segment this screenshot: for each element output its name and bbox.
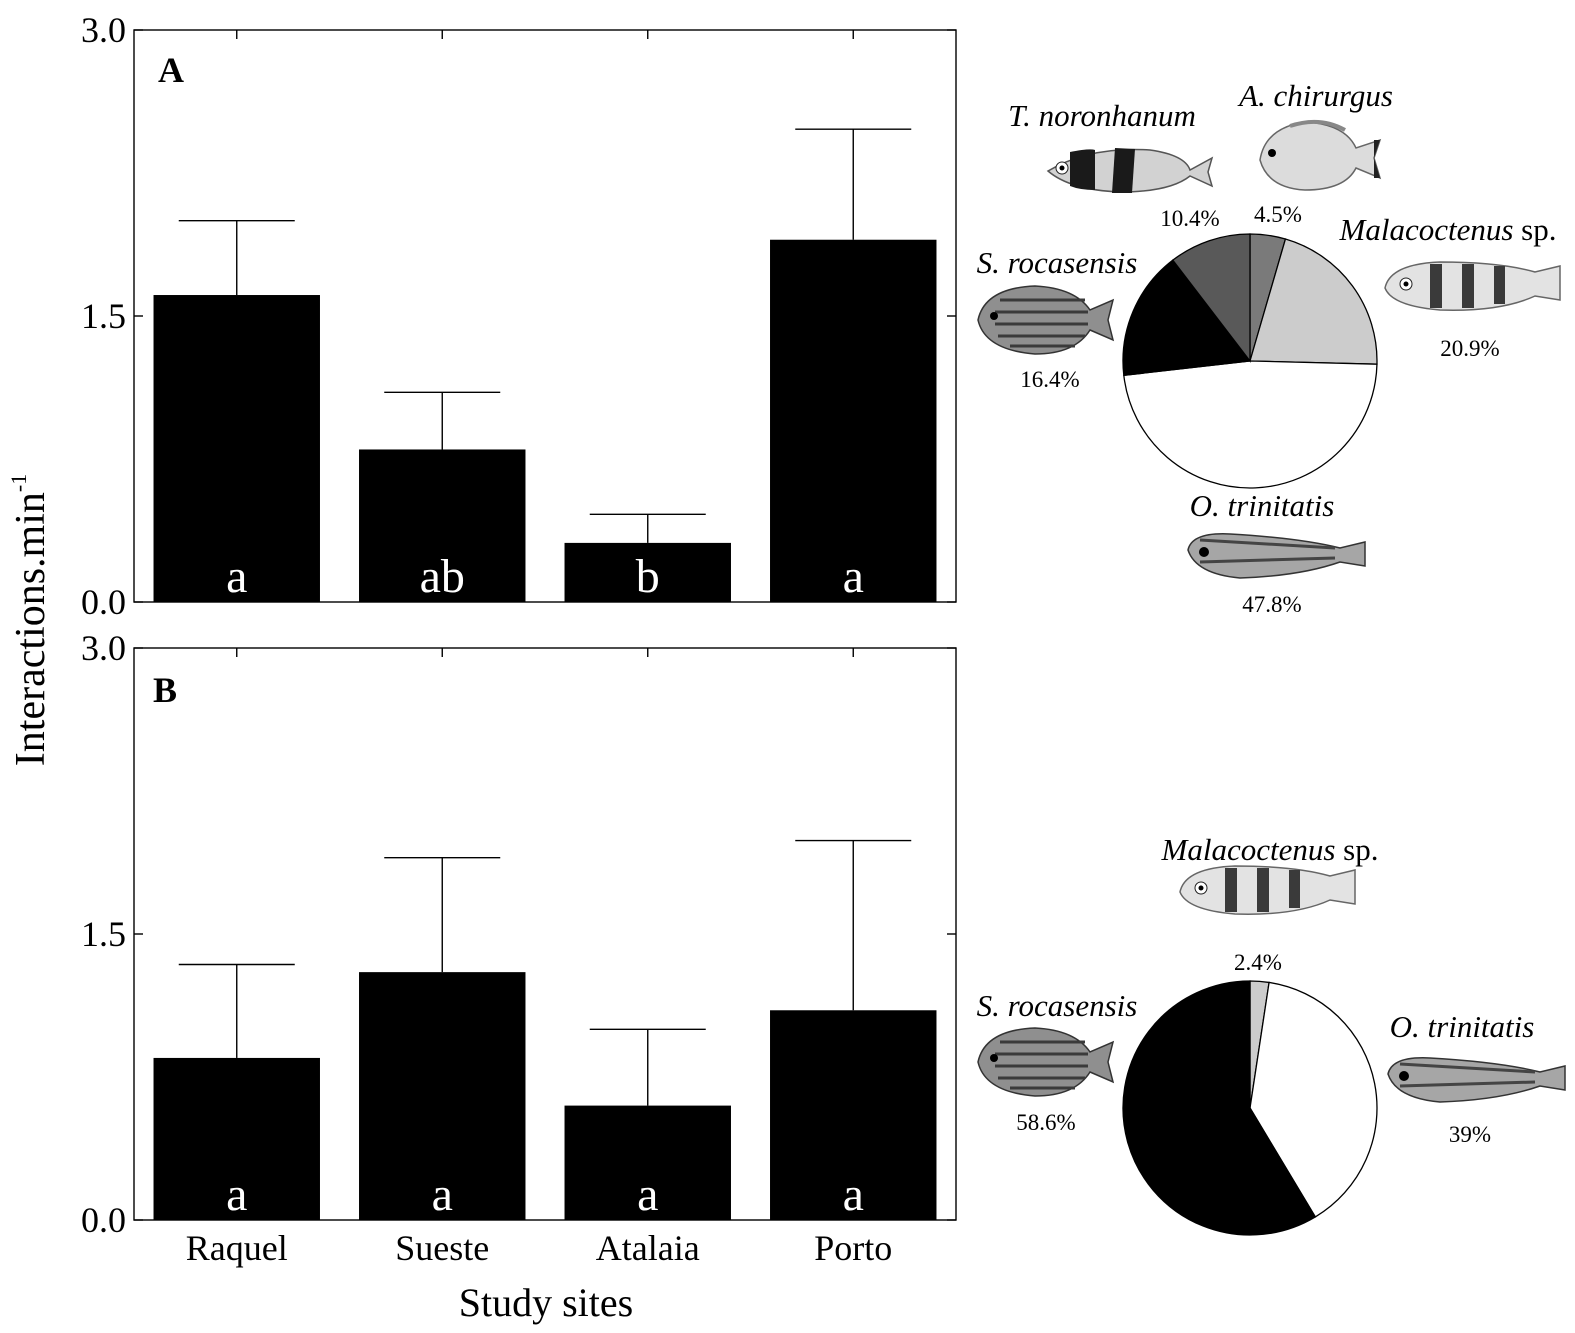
pie-b-label-malacoctenus-genus: Malacoctenus [1161,832,1336,867]
panel-b-significance-letter: a [637,1168,658,1221]
pie-b-label-o-trinitatis: O. trinitatis [1390,1009,1535,1044]
bar-panel-b: B 0.0 1.5 3.0 a Raquel a Sueste a Atalaia a Porto [81,628,957,1268]
panel-a-label: A [158,50,184,90]
pie-a-label-malacoctenus-genus: Malacoctenus [1339,212,1514,247]
panel-b-bar-raquel [153,1057,320,1220]
pie-b-slice-o-trinitatis [1249,981,1378,1218]
panel-b-bar-sueste [359,972,526,1220]
panel-a-bar-atalaia [564,542,731,602]
panel-b-label: B [153,670,177,710]
pie-b-pct-malacoctenus: 2.4% [1234,950,1282,975]
pie-a-slice-s-rocasensis [1122,259,1252,377]
pie-a-label-a-chirurgus: A. chirurgus [1237,78,1393,113]
panel-a-bar-raquel [153,295,320,602]
fish-icon-o-trinitatis-b [1387,1057,1566,1103]
pie-a-slice-o-trinitatis [1123,360,1378,489]
pie-a-label-malacoctenus: Malacoctenus sp. [1339,212,1557,247]
panel-b-bar-porto [770,1010,937,1220]
pie-chart-b: Malacoctenus sp. S. rocasensis O. trinit… [977,832,1566,1236]
panel-b-significance-letter: a [843,1168,864,1221]
pie-a-slice-malacoctenus [1249,238,1378,365]
panel-b-ytick-label: 0.0 [81,1200,126,1240]
panel-a-significance-letter: a [226,550,247,603]
fish-icon-malacoctenus-b [1179,865,1356,915]
fish-icon-o-trinitatis [1187,533,1366,579]
pie-a-label-o-trinitatis: O. trinitatis [1190,488,1335,523]
panel-b-significance-letter: a [226,1168,247,1221]
panel-a-significance-letter: b [636,550,660,603]
fish-icon-a-chirurgus [1259,119,1382,191]
panel-a-bar-porto [770,239,937,602]
panel-b-significance-letter: a [432,1168,453,1221]
panel-b-xtick-label-atalaia: Atalaia [596,1228,700,1268]
y-axis-label: Interactions.min-1 [6,474,54,766]
pie-b-pct-s-rocasensis: 58.6% [1016,1110,1075,1135]
panel-b-xtick-label-sueste: Sueste [395,1228,489,1268]
pie-a-pct-a-chirurgus: 4.5% [1254,202,1302,227]
fish-icon-s-rocasensis [977,285,1115,355]
pie-a-slices [1122,233,1378,489]
y-axis-label-superscript: -1 [6,474,31,492]
pie-a-pct-t-noronhanum: 10.4% [1160,206,1219,231]
bar-panel-b-marks: 0.0 1.5 3.0 a Raquel a Sueste a Atalaia a Porto [81,628,957,1268]
panel-b-xtick-label-porto: Porto [814,1228,892,1268]
fish-icon-s-rocasensis-b [977,1027,1115,1097]
pie-a-pct-o-trinitatis: 47.8% [1242,592,1301,617]
x-axis-label: Study sites [459,1280,633,1325]
pie-a-label-t-noronhanum: T. noronhanum [1008,98,1196,133]
pie-b-label-malacoctenus-suffix: sp. [1335,832,1378,867]
pie-b-pct-o-trinitatis: 39% [1449,1122,1491,1147]
panel-a-bar-sueste [359,449,526,602]
panel-b-ytick-label: 1.5 [81,914,126,954]
panel-a-significance-letter: a [843,550,864,603]
pie-a-label-s-rocasensis: S. rocasensis [977,245,1138,280]
bar-panel-a: A 0.0 1.5 3.0 a ab b a [81,10,957,622]
panel-b-xtick-label-raquel: Raquel [186,1228,288,1268]
panel-a-ytick-label: 3.0 [81,10,126,50]
pie-a-pct-s-rocasensis: 16.4% [1020,367,1079,392]
panel-a-ytick-label: 1.5 [81,296,126,336]
bar-panel-a-marks: 0.0 1.5 3.0 a ab b a [81,10,957,622]
pie-chart-a: T. noronhanum A. chirurgus Malacoctenus … [977,78,1561,617]
fish-icon-t-noronhanum [1046,148,1214,193]
pie-a-slice-t-noronhanum [1171,233,1251,363]
panel-a-significance-letter: ab [420,550,465,603]
pie-b-slice-s-rocasensis [1122,980,1317,1236]
panel-b-bar-atalaia [564,1105,731,1220]
panel-a-ytick-label: 0.0 [81,582,126,622]
panel-b-ytick-label: 3.0 [81,628,126,668]
y-axis-label-text: Interactions.min [8,492,54,766]
pie-a-label-malacoctenus-suffix: sp. [1513,212,1556,247]
pie-b-slices [1122,980,1378,1236]
pie-a-pct-malacoctenus: 20.9% [1440,336,1499,361]
fish-icon-malacoctenus [1384,261,1561,311]
pie-b-label-s-rocasensis: S. rocasensis [977,988,1138,1023]
pie-b-label-malacoctenus: Malacoctenus sp. [1161,832,1379,867]
